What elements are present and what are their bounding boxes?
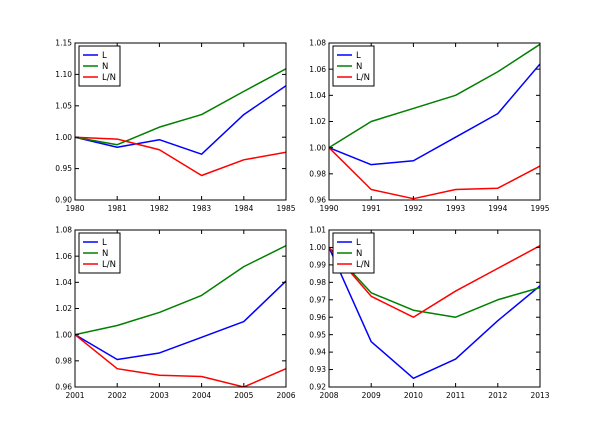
y-tick-label: 1.02 — [55, 304, 72, 313]
legend-label: L/N — [102, 260, 116, 270]
y-tick-label: 1.04 — [55, 278, 72, 287]
y-tick-label: 1.10 — [55, 70, 72, 79]
x-tick-label: 1984 — [234, 204, 253, 213]
x-tick-label: 1993 — [446, 204, 465, 213]
series-line-n — [75, 245, 286, 336]
x-tick-label: 1995 — [530, 204, 549, 213]
series-line-l-n — [75, 136, 286, 177]
y-tick-label: 1.06 — [55, 252, 72, 261]
legend-label: N — [102, 62, 108, 72]
y-tick-label: 0.96 — [55, 383, 72, 392]
x-tick-label: 2013 — [530, 391, 549, 400]
y-tick-label: 0.93 — [309, 365, 326, 374]
y-tick-label: 1.08 — [309, 39, 326, 48]
legend-label: L — [356, 238, 361, 248]
legend-label: L/N — [102, 73, 116, 83]
y-tick-label: 1.15 — [55, 39, 72, 48]
legend-label: N — [102, 249, 108, 259]
legend-label: L/N — [356, 73, 370, 83]
legend-label: L — [356, 51, 361, 61]
chart-panel-3: 2001 2002 2003 2004 2005 2006 0.96 0.98 1.00 1.02… — [55, 226, 295, 400]
x-tick-label: 2006 — [276, 391, 295, 400]
y-tick-label: 1.08 — [55, 226, 72, 235]
y-tick-label: 1.01 — [309, 226, 326, 235]
series-line-l-n — [329, 147, 540, 200]
y-tick-label: 1.00 — [309, 143, 326, 152]
chart-panel-1: 1980 1981 1982 1983 1984 1985 0.90 0.95 1.00 1.05… — [55, 39, 295, 213]
x-tick-label: 2011 — [446, 391, 465, 400]
x-tick-label: 2005 — [234, 391, 253, 400]
x-tick-label: 1980 — [65, 204, 84, 213]
y-tick-label: 0.98 — [309, 278, 326, 287]
series-line-n — [329, 246, 540, 318]
x-tick-label: 2012 — [488, 391, 507, 400]
y-tick-label: 0.90 — [55, 196, 72, 205]
x-tick-label: 1981 — [108, 204, 127, 213]
y-tick-label: 0.96 — [309, 196, 326, 205]
chart-panel-2: 1990 1991 1992 1993 1994 1995 0.96 0.98 1.00 1.02… — [309, 39, 549, 213]
x-tick-label: 2008 — [319, 391, 338, 400]
y-tick-label: 0.92 — [309, 383, 326, 392]
series-line-n — [75, 68, 286, 146]
x-tick-label: 2001 — [65, 391, 84, 400]
y-tick-label: 1.05 — [55, 101, 72, 110]
y-tick-label: 0.96 — [309, 313, 326, 322]
x-tick-label: 2009 — [362, 391, 381, 400]
axes-frame — [328, 229, 541, 388]
y-tick-label: 0.98 — [309, 169, 326, 178]
y-tick-label: 1.02 — [309, 117, 326, 126]
series-line-l-n — [329, 245, 540, 318]
series-line-l-n — [75, 334, 286, 387]
legend-label: L — [102, 51, 107, 61]
x-tick-label: 2003 — [150, 391, 169, 400]
y-tick-label: 1.00 — [309, 243, 326, 252]
legend-label: N — [356, 62, 362, 72]
series-line-l — [75, 85, 286, 155]
y-tick-label: 0.99 — [309, 260, 326, 269]
x-tick-label: 1982 — [150, 204, 169, 213]
x-tick-label: 1991 — [362, 204, 381, 213]
x-tick-label: 1992 — [404, 204, 423, 213]
x-tick-label: 1983 — [192, 204, 211, 213]
chart-panel-4: 2008 2009 2010 2011 2012 2013 0.92 0.93 0.94 0.95… — [309, 226, 549, 400]
y-tick-label: 0.95 — [309, 330, 326, 339]
legend-label: L — [102, 238, 107, 248]
axes-frame — [74, 42, 287, 201]
series-line-n — [329, 43, 540, 149]
y-tick-label: 0.98 — [55, 356, 72, 365]
y-tick-label: 0.94 — [309, 348, 326, 357]
series-line-l — [329, 247, 540, 380]
x-tick-label: 2010 — [404, 391, 423, 400]
x-tick-label: 2004 — [192, 391, 211, 400]
legend-label: L/N — [356, 260, 370, 270]
x-tick-label: 1985 — [276, 204, 295, 213]
legend-label: N — [356, 249, 362, 259]
y-tick-label: 1.06 — [309, 65, 326, 74]
y-tick-label: 1.04 — [309, 91, 326, 100]
y-tick-label: 0.97 — [309, 295, 326, 304]
y-tick-label: 1.00 — [55, 330, 72, 339]
y-tick-label: 1.00 — [55, 133, 72, 142]
x-tick-label: 1994 — [488, 204, 507, 213]
x-tick-label: 1990 — [319, 204, 338, 213]
y-tick-label: 0.95 — [55, 164, 72, 173]
x-tick-label: 2002 — [108, 391, 127, 400]
series-line-l — [75, 280, 286, 361]
legend-box — [78, 45, 121, 87]
series-line-l — [329, 63, 540, 166]
